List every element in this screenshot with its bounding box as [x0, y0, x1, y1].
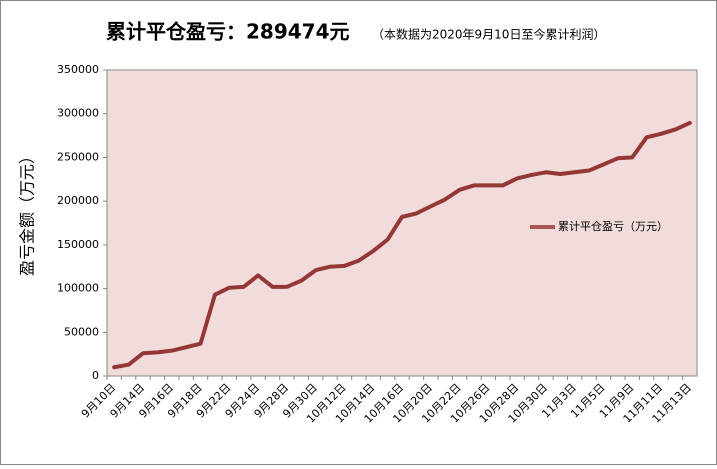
chart-title: 累计平仓盈亏：289474元: [106, 20, 350, 44]
y-tick-label: 300000: [57, 107, 99, 120]
y-tick-label: 150000: [57, 238, 99, 251]
y-axis-label: 盈亏金额（万元）: [18, 148, 37, 276]
chart-subtitle: （本数据为2020年9月10日至今累计利润）: [372, 27, 605, 42]
legend-label: 累计平仓盈亏（万元）: [558, 219, 668, 233]
data-line: [112, 120, 692, 370]
y-tick-label: 200000: [57, 194, 99, 207]
y-tick-label: 350000: [57, 63, 99, 76]
y-tick-label: 250000: [57, 150, 99, 163]
y-tick-label: 0: [92, 369, 99, 382]
y-tick-label: 100000: [57, 282, 99, 295]
y-tick-label: 50000: [64, 325, 99, 338]
